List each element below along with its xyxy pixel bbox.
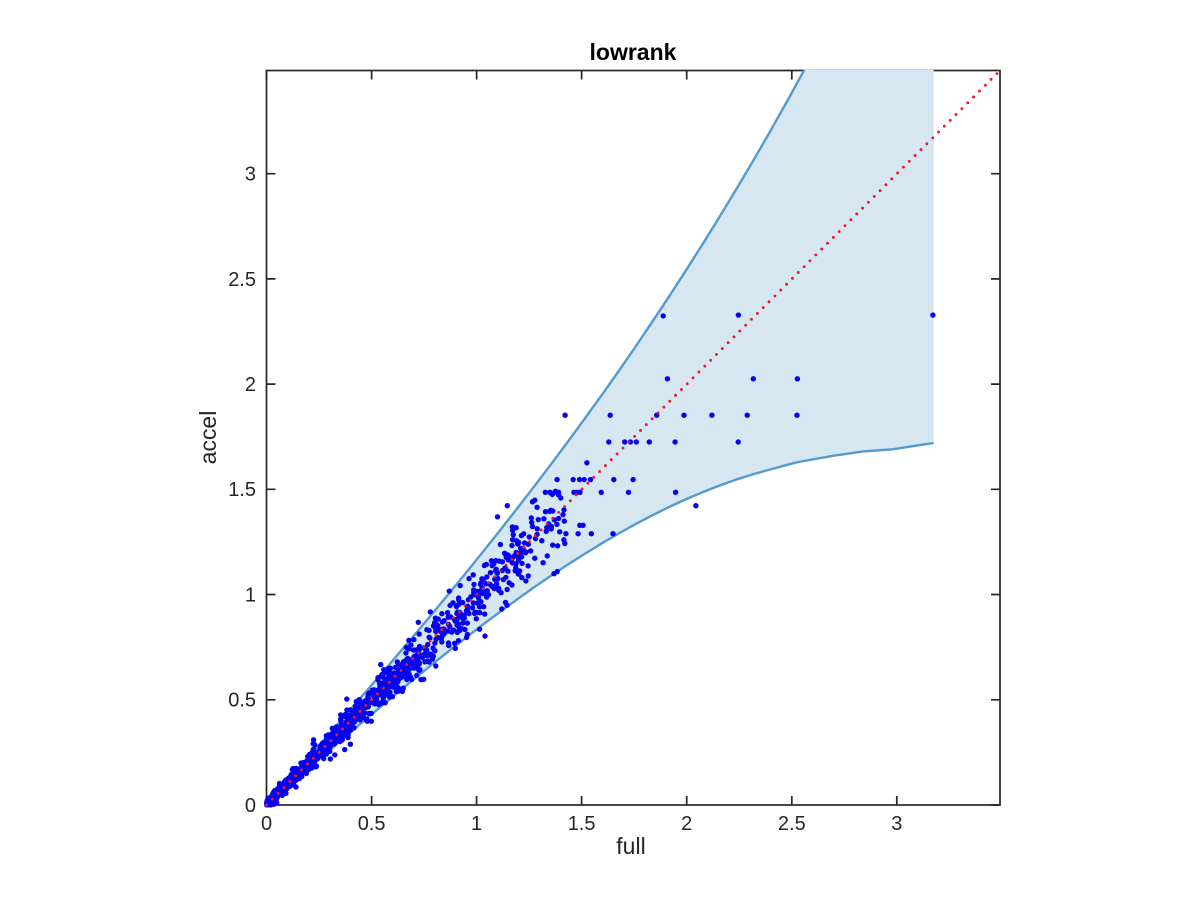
svg-text:2: 2: [245, 374, 256, 396]
svg-text:0.5: 0.5: [228, 690, 256, 712]
svg-text:1.5: 1.5: [228, 479, 256, 501]
svg-text:2.5: 2.5: [778, 813, 806, 835]
svg-text:1: 1: [245, 584, 256, 606]
svg-text:lowrank: lowrank: [590, 39, 677, 65]
svg-text:3: 3: [891, 813, 902, 835]
svg-text:2: 2: [681, 813, 692, 835]
svg-text:full: full: [616, 833, 645, 859]
svg-text:accel: accel: [195, 411, 221, 465]
svg-text:1.5: 1.5: [568, 813, 596, 835]
svg-text:0: 0: [245, 795, 256, 817]
svg-text:2.5: 2.5: [228, 269, 256, 291]
svg-text:0: 0: [261, 813, 272, 835]
svg-text:1: 1: [471, 813, 482, 835]
svg-text:0.5: 0.5: [358, 813, 386, 835]
svg-text:3: 3: [245, 164, 256, 186]
